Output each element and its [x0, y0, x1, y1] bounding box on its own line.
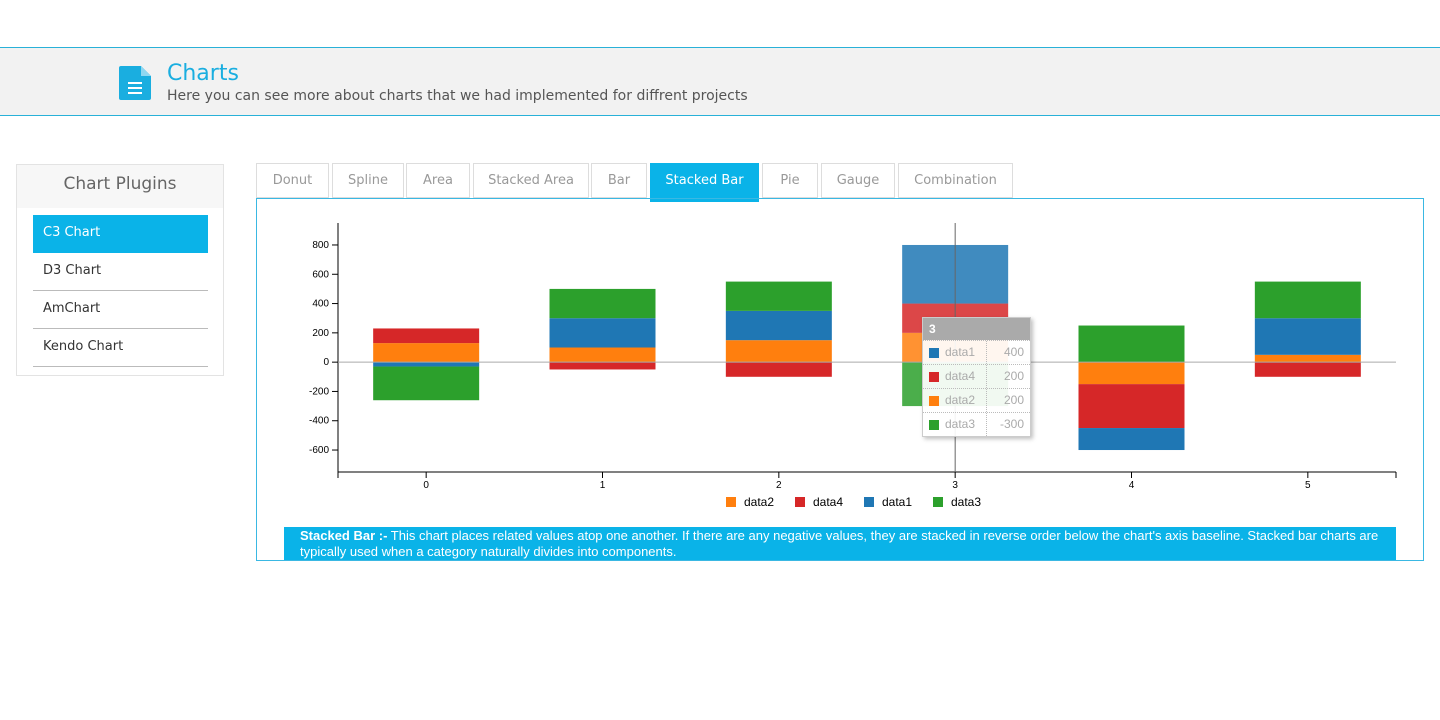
tab-gauge[interactable]: Gauge — [821, 163, 895, 198]
plugin-item-c3[interactable]: C3 Chart — [33, 215, 208, 253]
tooltip-row: data4 200 — [923, 364, 1030, 388]
legend-label: data4 — [813, 495, 843, 509]
data1-swatch — [929, 347, 939, 358]
bar-data4 — [549, 362, 656, 370]
data2-swatch — [929, 395, 939, 406]
tooltip-title: 3 — [923, 318, 1030, 340]
tooltip-row-name: data1 — [945, 345, 976, 359]
tab-bar[interactable]: Bar — [591, 163, 647, 198]
bar-data1 — [373, 362, 480, 367]
bar-data3 — [1254, 281, 1361, 319]
y-tick-label: 600 — [312, 269, 329, 280]
chart-description: Stacked Bar :- This chart places related… — [284, 527, 1396, 560]
tab-spline[interactable]: Spline — [332, 163, 404, 198]
y-tick-label: 0 — [323, 357, 329, 368]
bar-data1 — [1078, 428, 1185, 451]
x-tick-label: 5 — [1305, 480, 1311, 491]
page-subtitle: Here you can see more about charts that … — [167, 88, 748, 104]
y-tick-label: 800 — [312, 240, 329, 251]
page-title: Charts — [167, 61, 239, 86]
bar-data4 — [373, 328, 480, 344]
data4-swatch — [929, 371, 939, 382]
tooltip-row: data2 200 — [923, 388, 1030, 412]
bar-data3 — [373, 366, 480, 401]
x-tick-label: 0 — [423, 480, 429, 491]
bar-data4 — [725, 362, 832, 377]
tab-pie[interactable]: Pie — [762, 163, 818, 198]
tab-stacked-area[interactable]: Stacked Area — [473, 163, 589, 198]
plugins-heading: Chart Plugins — [17, 165, 223, 208]
tooltip-row-value: 400 — [1003, 345, 1024, 359]
chart-tooltip: 3 data1 400 data4 200 data2 200 data3 -3… — [922, 317, 1031, 437]
x-tick-label: 1 — [600, 480, 606, 491]
bar-data3 — [1078, 325, 1185, 363]
description-text: This chart places related values atop on… — [300, 528, 1379, 559]
bar-data2 — [549, 347, 656, 363]
y-tick-label: -600 — [309, 445, 329, 456]
bar-data2 — [373, 343, 480, 363]
bar-data1 — [549, 318, 656, 348]
bar-data1 — [725, 310, 832, 341]
bar-data3 — [725, 281, 832, 311]
bar-data1 — [1254, 318, 1361, 355]
page-header — [0, 47, 1440, 116]
x-tick-label: 4 — [1129, 480, 1135, 491]
legend-label: data3 — [951, 495, 981, 509]
chart-panel: -600 -400 -200 0 200 400 600 800 0 1 2 3 4 5 data2 data… — [256, 198, 1424, 561]
tab-combination[interactable]: Combination — [898, 163, 1013, 198]
y-tick-label: -400 — [309, 416, 329, 427]
description-title: Stacked Bar :- — [300, 528, 388, 543]
legend-swatch-data1 — [864, 497, 874, 507]
data3-swatch — [929, 419, 939, 430]
legend-label: data1 — [882, 495, 912, 509]
tooltip-row: data3 -300 — [923, 412, 1030, 436]
legend-label: data2 — [744, 495, 774, 509]
bar-data2 — [1254, 354, 1361, 363]
tooltip-row-name: data3 — [945, 417, 976, 431]
tooltip-row-value: -300 — [999, 417, 1024, 431]
chart-plugins-panel: Chart Plugins C3 Chart D3 Chart AmChart … — [16, 164, 224, 376]
tooltip-row-name: data2 — [945, 393, 976, 407]
tooltip-row-value: 200 — [1003, 393, 1024, 407]
tab-donut[interactable]: Donut — [256, 163, 329, 198]
bar-data2 — [1078, 362, 1185, 385]
bar-data2 — [725, 340, 832, 363]
tab-stacked-bar[interactable]: Stacked Bar — [650, 163, 759, 202]
legend-swatch-data2 — [726, 497, 736, 507]
x-tick-label: 3 — [952, 480, 958, 491]
plugin-item-amchart[interactable]: AmChart — [33, 291, 208, 329]
bar-data4 — [1078, 384, 1185, 429]
y-tick-label: 200 — [312, 328, 329, 339]
tab-area[interactable]: Area — [406, 163, 470, 198]
x-tick-label: 2 — [776, 480, 782, 491]
legend-swatch-data4 — [795, 497, 805, 507]
bar-data3 — [549, 288, 656, 319]
tooltip-row-name: data4 — [945, 369, 976, 383]
plugin-item-kendo[interactable]: Kendo Chart — [33, 329, 208, 367]
tooltip-row-value: 200 — [1003, 369, 1024, 383]
y-tick-label: 400 — [312, 299, 329, 310]
tooltip-row: data1 400 — [923, 340, 1030, 364]
bar-data4 — [1254, 362, 1361, 377]
document-icon — [119, 66, 151, 100]
y-tick-label: -200 — [309, 386, 329, 397]
plugin-item-d3[interactable]: D3 Chart — [33, 253, 208, 291]
legend-swatch-data3 — [933, 497, 943, 507]
